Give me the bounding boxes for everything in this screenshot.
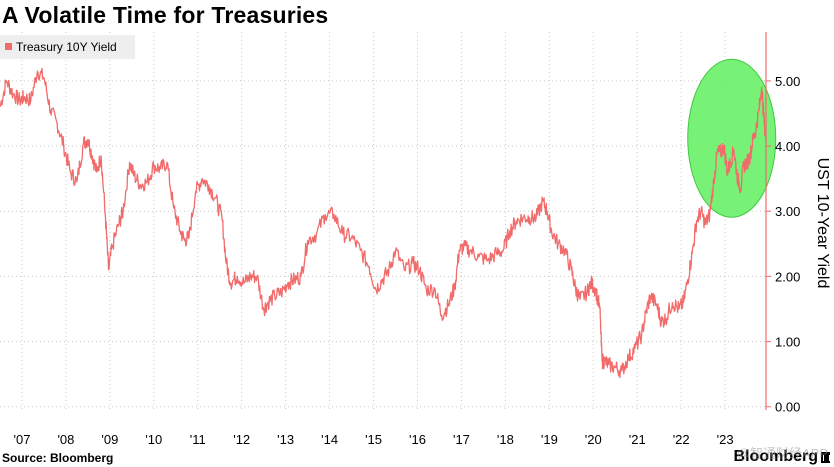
x-tick-label: '18	[497, 432, 514, 447]
x-tick-label: '14	[321, 432, 338, 447]
highlight-layer	[687, 58, 777, 218]
series-layer	[0, 67, 767, 379]
x-tick-label: '15	[365, 432, 382, 447]
brand-name: Bloomberg	[733, 448, 818, 465]
x-tick-label: '23	[717, 432, 734, 447]
source-note: Source: Bloomberg	[2, 451, 114, 465]
x-tick-label: '21	[629, 432, 646, 447]
y-tick-label: 3.00	[775, 204, 800, 219]
legend-box	[0, 35, 135, 59]
y-tick-label: 4.00	[775, 139, 800, 154]
y-tick-label: 0.00	[775, 400, 800, 415]
x-tick-label: '16	[409, 432, 426, 447]
x-tick-label: '07	[13, 432, 30, 447]
x-tick-label: '13	[277, 432, 294, 447]
x-tick-label: '19	[541, 432, 558, 447]
highlight-ellipse	[687, 58, 777, 218]
x-axis: '07 '08 '09 '10 '11 '12 '13 '14 '15 '16 '17 '18 '19 '…	[13, 432, 733, 447]
y-axis: 0.00 1.00 2.00 3.00 4.00 5.00	[765, 32, 800, 415]
y-tick-label: 2.00	[775, 269, 800, 284]
series-line-treasury-10y	[0, 67, 767, 379]
x-tick-label: '20	[585, 432, 602, 447]
brand-logo: Bloomberg	[734, 448, 830, 466]
y-tick-label: 5.00	[775, 74, 800, 89]
x-tick-label: '12	[233, 432, 250, 447]
x-tick-label: '22	[673, 432, 690, 447]
x-tick-label: '09	[101, 432, 118, 447]
legend-label: Treasury 10Y Yield	[16, 40, 117, 54]
y-tick-label: 1.00	[775, 335, 800, 350]
y-axis-label: UST 10-Year Yield	[814, 158, 831, 289]
x-tick-label: '08	[57, 432, 74, 447]
x-tick-label: '11	[190, 432, 206, 447]
chart-grid	[0, 32, 766, 410]
x-tick-label: '10	[145, 432, 162, 447]
chart-title: A Volatile Time for Treasuries	[2, 2, 329, 28]
legend: Treasury 10Y Yield	[0, 35, 135, 59]
bloomberg-terminal-icon	[821, 451, 830, 463]
x-tick-label: '17	[453, 432, 470, 447]
legend-swatch	[5, 43, 12, 50]
